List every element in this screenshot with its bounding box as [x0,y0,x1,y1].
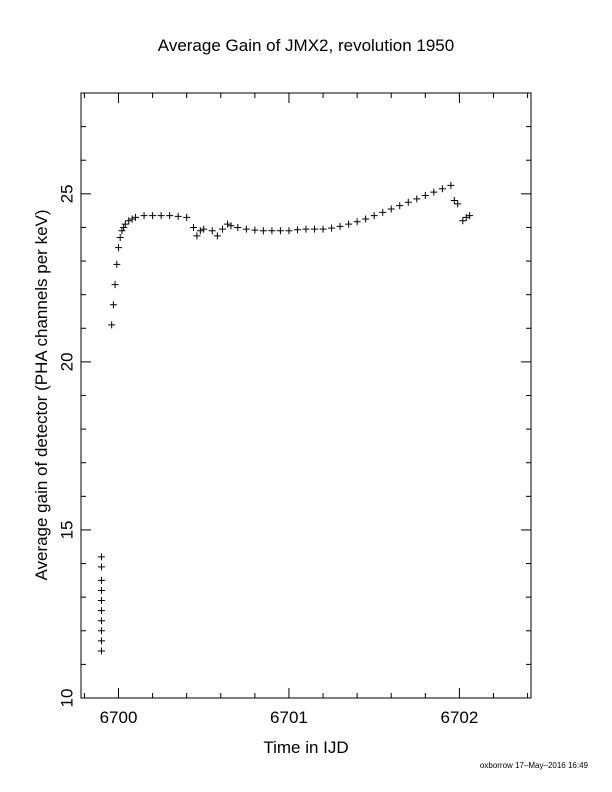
data-point [115,244,122,252]
data-point [157,212,165,220]
data-point [97,627,105,635]
data-point [459,217,467,225]
data-point [404,198,412,206]
x-tick-label: 6702 [440,708,478,727]
data-point [328,224,336,232]
data-point [285,227,293,235]
data-point [149,212,157,220]
data-point [120,223,128,231]
data-point [421,192,429,200]
data-point [113,260,121,268]
data-point [276,227,284,235]
plot-border [80,92,532,699]
chart-title: Average Gain of JMX2, revolution 1950 [157,36,455,55]
data-point [174,212,182,220]
data-point [387,205,395,213]
data-point [196,227,204,235]
data-point [97,637,105,645]
data-point [108,321,116,329]
data-point [413,195,421,203]
data-point [450,197,458,205]
data-point [118,227,126,235]
data-point [379,208,387,216]
data-point [311,225,319,233]
data-point [242,225,250,233]
data-point [362,215,370,223]
data-point [128,215,136,223]
x-axis-label: Time in IJD [263,738,349,757]
data-point [97,617,105,625]
data-point [227,222,235,230]
data-point [97,563,105,571]
data-point [97,647,105,655]
data-point [97,553,105,561]
data-point [462,213,470,221]
data-point [190,223,197,231]
data-point [370,212,378,220]
data-point [140,212,148,220]
data-point [293,226,301,234]
data-point [396,202,404,210]
data-point [97,586,105,594]
data-point [251,226,259,234]
data-points [97,181,474,655]
data-point [218,225,226,233]
data-point [111,281,119,289]
data-point [132,213,140,221]
data-point [224,220,232,228]
data-point [97,597,105,605]
data-point [268,227,276,235]
x-tick-label: 6700 [100,708,138,727]
data-point [208,227,216,235]
y-axis-label: Average gain of detector (PHA channels p… [32,209,51,581]
data-point [183,213,191,221]
ticks: 6700 6701 6702 10 15 20 25 [58,92,531,727]
data-point [302,225,310,233]
y-tick-label: 10 [58,689,77,708]
data-point [353,218,361,226]
data-point [200,225,208,233]
x-tick-label: 6701 [270,708,308,727]
data-point [125,217,133,225]
plot-frame [80,92,532,699]
data-point [97,576,105,584]
data-point [259,227,267,235]
data-point [319,225,327,233]
data-point [438,185,446,193]
data-point [193,232,201,240]
data-point [213,232,221,240]
y-tick-label: 20 [58,352,77,371]
footer-credit: oxborrow 17–May–2016 16:49 [479,761,588,770]
data-point [109,301,117,309]
data-point [430,188,438,196]
data-point [466,212,474,220]
data-point [336,222,344,230]
y-tick-label: 15 [58,520,77,539]
y-tick-label: 25 [58,184,77,203]
data-point [116,234,124,242]
data-point [454,200,462,208]
data-point [97,607,105,615]
data-point [447,181,455,189]
data-point [345,220,353,228]
data-point [234,223,242,231]
data-point [166,212,174,220]
data-point [121,220,129,228]
